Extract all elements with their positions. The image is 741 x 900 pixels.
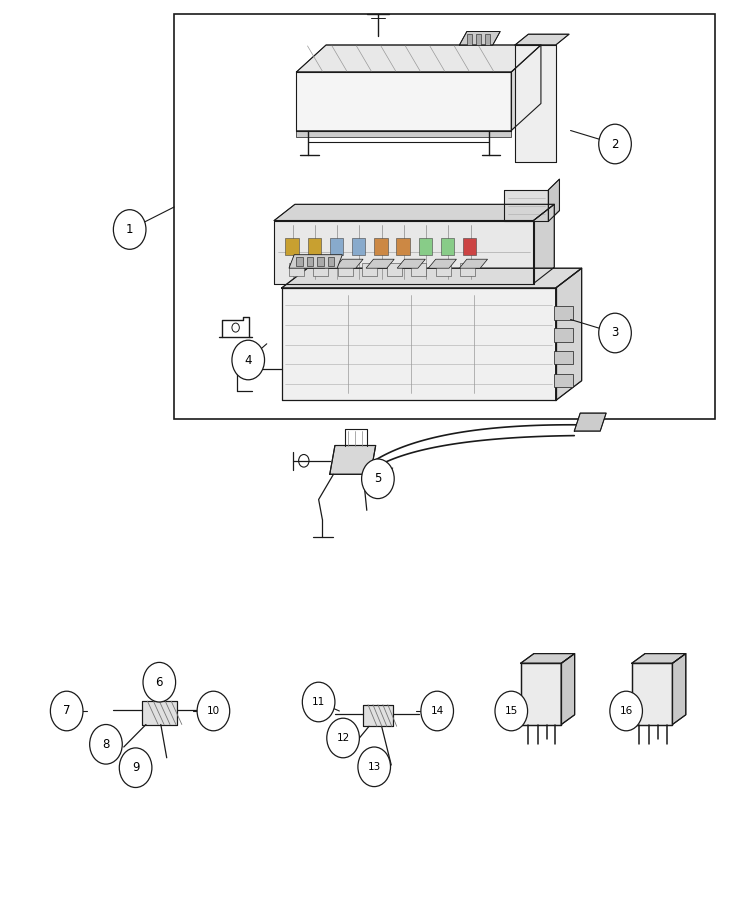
- Polygon shape: [548, 179, 559, 221]
- Circle shape: [232, 340, 265, 380]
- Polygon shape: [289, 255, 342, 268]
- Polygon shape: [534, 204, 554, 284]
- Polygon shape: [459, 259, 488, 268]
- Text: 13: 13: [368, 761, 381, 772]
- Circle shape: [50, 691, 83, 731]
- Polygon shape: [142, 701, 177, 724]
- Bar: [289, 263, 304, 276]
- Bar: [411, 263, 426, 276]
- Circle shape: [302, 682, 335, 722]
- Text: 2: 2: [611, 138, 619, 150]
- Polygon shape: [520, 663, 562, 724]
- Circle shape: [358, 747, 391, 787]
- Text: 15: 15: [505, 706, 518, 716]
- Polygon shape: [428, 259, 456, 268]
- Polygon shape: [556, 268, 582, 400]
- Circle shape: [610, 691, 642, 731]
- Bar: [485, 34, 490, 45]
- Bar: [460, 263, 475, 276]
- Polygon shape: [397, 259, 425, 268]
- Circle shape: [495, 691, 528, 731]
- Polygon shape: [631, 653, 686, 663]
- Text: 14: 14: [431, 706, 444, 716]
- Circle shape: [90, 724, 122, 764]
- Text: 8: 8: [102, 738, 110, 751]
- Polygon shape: [520, 653, 575, 663]
- Polygon shape: [673, 653, 686, 724]
- Bar: [436, 263, 451, 276]
- Circle shape: [113, 210, 146, 249]
- Bar: [285, 238, 299, 255]
- Circle shape: [327, 718, 359, 758]
- Circle shape: [119, 748, 152, 788]
- Text: 1: 1: [126, 223, 133, 236]
- Circle shape: [421, 691, 453, 731]
- Bar: [554, 328, 573, 342]
- Circle shape: [599, 124, 631, 164]
- Bar: [441, 238, 454, 255]
- Polygon shape: [562, 653, 575, 724]
- Text: 10: 10: [207, 706, 220, 716]
- Bar: [554, 306, 573, 319]
- Polygon shape: [511, 45, 541, 130]
- Polygon shape: [366, 259, 394, 268]
- Polygon shape: [330, 446, 376, 474]
- Polygon shape: [296, 130, 511, 137]
- Bar: [308, 238, 321, 255]
- Bar: [330, 238, 343, 255]
- Polygon shape: [296, 72, 511, 130]
- Bar: [554, 351, 573, 364]
- Polygon shape: [282, 268, 582, 288]
- Bar: [554, 374, 573, 387]
- Text: 3: 3: [611, 327, 619, 339]
- Bar: [328, 257, 334, 266]
- Polygon shape: [504, 190, 548, 221]
- Circle shape: [143, 662, 176, 702]
- Bar: [296, 257, 303, 266]
- Polygon shape: [274, 220, 534, 284]
- Polygon shape: [274, 204, 554, 220]
- Polygon shape: [335, 259, 363, 268]
- Text: 11: 11: [312, 697, 325, 707]
- Bar: [307, 257, 313, 266]
- Bar: [396, 238, 410, 255]
- Bar: [467, 34, 472, 45]
- Text: 5: 5: [374, 472, 382, 485]
- Circle shape: [599, 313, 631, 353]
- Bar: [313, 263, 328, 276]
- Circle shape: [197, 691, 230, 731]
- Text: 16: 16: [619, 706, 633, 716]
- Bar: [463, 238, 476, 255]
- Text: 12: 12: [336, 733, 350, 743]
- Polygon shape: [631, 663, 673, 724]
- Polygon shape: [515, 34, 569, 45]
- Circle shape: [362, 459, 394, 499]
- Polygon shape: [515, 45, 556, 162]
- Bar: [476, 34, 481, 45]
- Text: 7: 7: [63, 705, 70, 717]
- Bar: [419, 238, 432, 255]
- Bar: [338, 263, 353, 276]
- Text: 9: 9: [132, 761, 139, 774]
- Text: 4: 4: [245, 354, 252, 366]
- Text: 6: 6: [156, 676, 163, 688]
- Bar: [374, 238, 388, 255]
- Polygon shape: [296, 45, 541, 72]
- Bar: [174, 14, 715, 418]
- Polygon shape: [574, 413, 606, 431]
- Bar: [317, 257, 324, 266]
- Polygon shape: [363, 705, 393, 726]
- Polygon shape: [304, 259, 332, 268]
- Polygon shape: [282, 288, 556, 400]
- Bar: [362, 263, 377, 276]
- Bar: [352, 238, 365, 255]
- Bar: [387, 263, 402, 276]
- Polygon shape: [459, 32, 500, 45]
